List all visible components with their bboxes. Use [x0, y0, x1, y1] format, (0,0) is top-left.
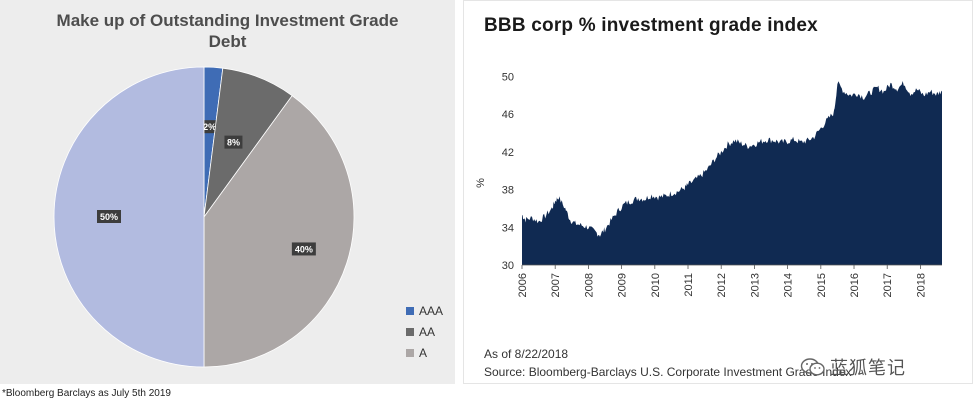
pie-label-a: 40% — [291, 242, 316, 256]
legend-swatch — [406, 328, 414, 336]
wechat-icon — [800, 358, 825, 376]
x-tick-label: 2012 — [716, 273, 728, 297]
pie-chart-panel: 2% 8% 40% 50% Make up of Outstanding Invest… — [0, 0, 455, 384]
x-tick-label: 2016 — [849, 273, 861, 297]
svg-text:50%: 50% — [100, 212, 118, 222]
legend-item-a: A — [406, 346, 427, 360]
legend-label: AA — [419, 325, 436, 339]
area-chart-title: BBB corp % investment grade index — [484, 15, 818, 36]
pie-slice-bbb — [53, 66, 205, 368]
y-axis-label: % — [475, 178, 487, 188]
legend-label: A — [419, 346, 428, 360]
pie-label-aa: 8% — [224, 135, 243, 149]
x-tick-label: 2017 — [882, 273, 894, 297]
x-tick-label: 2006 — [517, 273, 529, 297]
svg-text:8%: 8% — [227, 138, 240, 148]
pie-chart: 2% 8% 40% 50% — [53, 66, 355, 368]
legend-label: AAA — [419, 304, 444, 318]
x-tick-label: 2007 — [550, 273, 562, 297]
area-chart: 30 34 38 42 46 50% 2006 2007 2008 2009 2010 2011 201… — [475, 71, 942, 297]
x-tick-label: 2013 — [749, 273, 761, 297]
area-series — [522, 81, 942, 265]
footnote: *Bloomberg Barclays as July 5th 2019 — [2, 388, 171, 399]
svg-text:40%: 40% — [295, 244, 313, 254]
x-tick-label: 2011 — [683, 273, 695, 297]
y-tick-label: 38 — [502, 185, 514, 197]
y-tick-label: 42 — [502, 147, 514, 159]
legend-item-aa: AA — [406, 325, 435, 339]
y-tick-label: 46 — [502, 109, 514, 121]
legend-swatch — [406, 349, 414, 357]
x-tick-label: 2014 — [783, 273, 795, 297]
pie-chart-title: Make up of Outstanding Investment Grade … — [56, 11, 399, 51]
y-tick-label: 34 — [502, 222, 514, 234]
source-note: Source: Bloomberg-Barclays U.S. Corporat… — [484, 365, 852, 379]
x-tick-label: 2009 — [617, 273, 629, 297]
x-tick-label: 2015 — [816, 273, 828, 297]
as-of-note: As of 8/22/2018 — [484, 347, 569, 361]
pie-label-aaa: 2% — [200, 120, 219, 134]
svg-text:2%: 2% — [203, 122, 216, 132]
y-tick-label: 30 — [502, 260, 514, 272]
legend-item-aaa: AAA — [406, 304, 443, 318]
x-tick-label: 2018 — [915, 273, 927, 297]
x-tick-label: 2008 — [583, 273, 595, 297]
x-tick-label: 2010 — [650, 273, 662, 297]
y-tick-label: 50 — [502, 71, 514, 83]
watermark: 蓝狐笔记 — [800, 354, 906, 380]
watermark-text: 蓝狐笔记 — [830, 358, 906, 379]
area-chart-panel: BBB corp % investment grade index 30 34 38… — [463, 0, 973, 384]
pie-slice-a — [203, 95, 355, 368]
pie-label-bbb: 50% — [97, 210, 121, 223]
legend-swatch — [406, 307, 414, 315]
